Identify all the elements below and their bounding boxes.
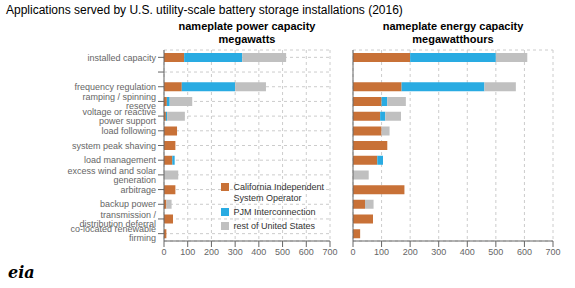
svg-text:load following: load following xyxy=(101,126,156,136)
svg-text:installed capacity: installed capacity xyxy=(87,53,156,63)
svg-text:500: 500 xyxy=(488,247,503,257)
svg-text:voltage or reactivepower suppo: voltage or reactivepower support xyxy=(82,107,156,126)
svg-text:300: 300 xyxy=(431,247,446,257)
svg-text:600: 600 xyxy=(299,247,314,257)
svg-text:100: 100 xyxy=(374,247,389,257)
svg-text:300: 300 xyxy=(228,247,243,257)
svg-text:0: 0 xyxy=(161,247,166,257)
svg-text:400: 400 xyxy=(251,247,266,257)
svg-text:load management: load management xyxy=(84,155,157,165)
svg-text:200: 200 xyxy=(204,247,219,257)
svg-text:400: 400 xyxy=(460,247,475,257)
svg-text:co-located renewablefirming: co-located renewablefirming xyxy=(70,224,156,243)
svg-text:700: 700 xyxy=(545,247,560,257)
svg-text:600: 600 xyxy=(517,247,532,257)
svg-text:system peak shaving: system peak shaving xyxy=(72,141,156,151)
svg-text:0: 0 xyxy=(350,247,355,257)
svg-text:700: 700 xyxy=(322,247,337,257)
svg-text:200: 200 xyxy=(403,247,418,257)
svg-text:500: 500 xyxy=(275,247,290,257)
svg-text:excess wind and solargeneratio: excess wind and solargeneration xyxy=(67,166,156,185)
svg-text:frequency regulation: frequency regulation xyxy=(74,82,156,92)
svg-text:arbitrage: arbitrage xyxy=(120,185,156,195)
svg-text:100: 100 xyxy=(180,247,195,257)
svg-text:backup power: backup power xyxy=(100,199,156,209)
